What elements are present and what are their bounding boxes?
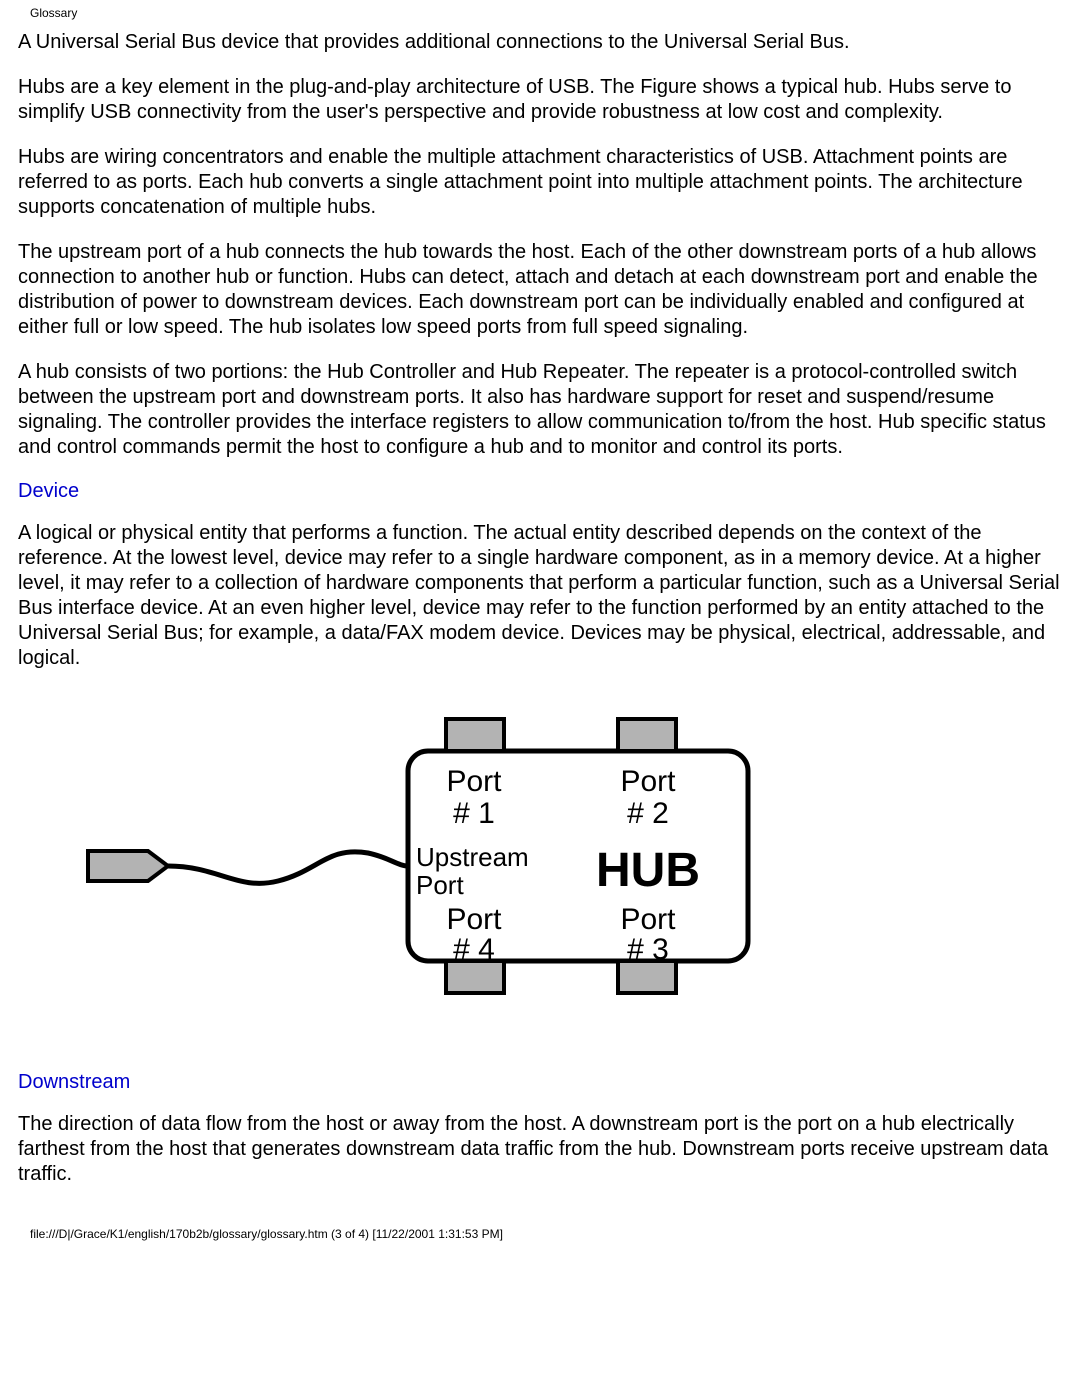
label-port2-a: Port — [620, 765, 676, 798]
label-port1-b: # 1 — [453, 797, 495, 830]
top-port-left — [446, 719, 504, 751]
paragraph-hub-intro: A Universal Serial Bus device that provi… — [18, 30, 1062, 55]
top-port-right — [618, 719, 676, 751]
label-port4-a: Port — [446, 903, 502, 936]
paragraph-device-def: A logical or physical entity that perfor… — [18, 521, 1062, 671]
label-port3-a: Port — [620, 903, 676, 936]
page-header: Glossary — [0, 0, 1080, 20]
paragraph-hub-upstream: The upstream port of a hub connects the … — [18, 240, 1062, 340]
paragraph-hub-play: Hubs are a key element in the plug-and-p… — [18, 75, 1062, 125]
label-upstream-a: Upstream — [416, 842, 529, 872]
label-port1-a: Port — [446, 765, 502, 798]
hub-figure: Port # 1 Port # 2 Upstream Port HUB Port… — [18, 711, 1062, 1011]
term-downstream: Downstream — [18, 1071, 1062, 1094]
label-port2-b: # 2 — [627, 797, 669, 830]
label-hub: HUB — [596, 844, 700, 897]
label-upstream-b: Port — [416, 870, 464, 900]
cable-plug — [88, 851, 168, 881]
label-port4-b: # 4 — [453, 933, 495, 966]
paragraph-hub-wiring: Hubs are wiring concentrators and enable… — [18, 145, 1062, 220]
label-port3-b: # 3 — [627, 933, 669, 966]
paragraph-hub-portions: A hub consists of two portions: the Hub … — [18, 360, 1062, 460]
term-device: Device — [18, 480, 1062, 503]
main-content: A Universal Serial Bus device that provi… — [0, 20, 1080, 1187]
cable-path — [168, 852, 408, 884]
page-footer: file:///D|/Grace/K1/english/170b2b/gloss… — [0, 1207, 1080, 1251]
paragraph-downstream-def: The direction of data flow from the host… — [18, 1112, 1062, 1187]
hub-diagram-svg: Port # 1 Port # 2 Upstream Port HUB Port… — [78, 711, 758, 1001]
